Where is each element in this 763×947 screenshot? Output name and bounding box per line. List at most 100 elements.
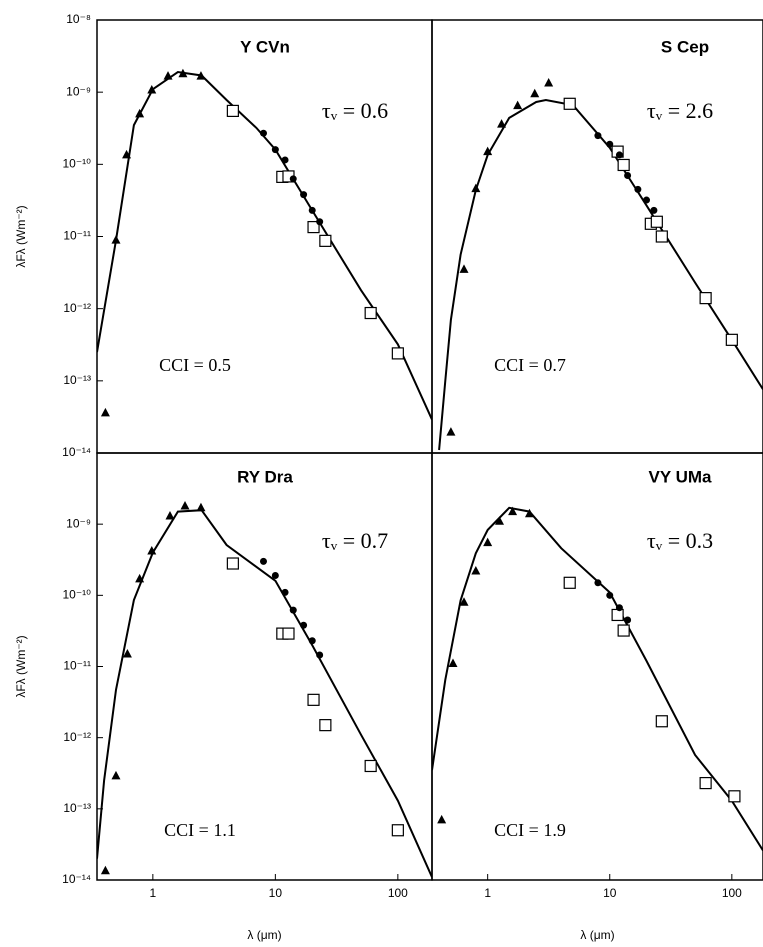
photometry-point: [494, 516, 504, 525]
iras-point: [699, 776, 712, 790]
panel: S Cep τᵥ = 2.6 CCI = 0.7: [431, 19, 763, 454]
photometry-point: [508, 506, 518, 516]
spectrum-point: [308, 637, 316, 645]
y-tick-label: 10⁻¹⁰: [63, 157, 92, 171]
photometry-point: [446, 427, 456, 436]
annotation: τᵥ = 0.7: [322, 528, 388, 553]
annotation: τᵥ = 0.3: [647, 528, 713, 553]
x-tick-label: 1: [150, 886, 157, 900]
x-tick-label: 100: [722, 886, 742, 900]
x-tick-label: 10: [603, 886, 617, 900]
panel-title: S Cep: [661, 37, 709, 56]
photometry-point: [196, 502, 206, 512]
spectrum-point: [615, 151, 623, 159]
photometry-point: [100, 407, 110, 417]
photometry-point: [135, 108, 145, 118]
panel-frame: [96, 19, 433, 454]
photometry-point: [180, 500, 190, 510]
spectrum-point: [271, 571, 279, 579]
photometry-point: [524, 508, 534, 518]
iras-point: [617, 158, 630, 172]
model-curve: [432, 506, 763, 852]
iras-point: [563, 97, 576, 110]
photometry-point: [178, 68, 188, 78]
photometry-point: [513, 100, 523, 110]
plot-area: [97, 509, 432, 878]
panel: 1 10 100 λ (μm) VY UMa τᵥ = 0.3 CCI = 1.9: [431, 452, 763, 942]
spectrum-point: [289, 606, 297, 614]
photometry-point: [111, 770, 121, 780]
spectrum-point: [308, 206, 316, 214]
panel-title: VY UMa: [649, 467, 713, 486]
annotation: τᵥ = 2.6: [647, 98, 713, 123]
panel-title: RY Dra: [237, 467, 293, 486]
iras-point: [655, 715, 668, 728]
y-tick-label: 10⁻¹⁴: [62, 445, 91, 459]
photometry-point: [165, 511, 175, 520]
photometry-point: [437, 814, 447, 824]
photometry-point: [497, 119, 507, 128]
spectrum-point: [281, 156, 289, 164]
annotation: τᵥ = 0.6: [322, 98, 388, 123]
x-tick-label: 10: [269, 886, 283, 900]
spectrum-point: [300, 191, 308, 199]
panel-frame: [431, 452, 763, 881]
photometry-point: [196, 71, 206, 80]
y-axis-label: λFλ (Wm⁻²): [14, 635, 28, 697]
spectrum-point: [300, 621, 308, 629]
photometry-point: [100, 865, 110, 875]
annotation: CCI = 0.5: [159, 355, 231, 375]
spectrum-point: [316, 651, 324, 659]
iras-point: [226, 557, 239, 570]
spectrum-point: [624, 172, 632, 180]
spectrum-point: [643, 196, 651, 204]
photometry-point: [111, 235, 121, 244]
photometry-point: [483, 537, 493, 547]
iras-point: [319, 234, 332, 247]
iras-point: [226, 104, 239, 118]
photometry-point: [459, 264, 469, 273]
y-tick-label: 10⁻⁸: [66, 12, 91, 26]
photometry-point: [483, 146, 493, 156]
photometry-point: [163, 71, 173, 80]
iras-point: [282, 627, 295, 640]
model-curve: [438, 98, 763, 451]
iras-point: [307, 693, 320, 706]
model-curve: [97, 70, 432, 421]
plot-area: [97, 70, 432, 421]
y-tick-label: 10⁻¹⁴: [62, 872, 91, 886]
y-tick-label: 10⁻¹²: [63, 301, 91, 315]
panel: 10⁻⁸ 10⁻⁹ 10⁻¹⁰ 10⁻¹¹ 10⁻¹² 10⁻¹³ 10⁻¹⁴ λFλ (Wm…: [14, 12, 433, 459]
panel-title: Y CVn: [240, 37, 290, 56]
iras-point: [655, 230, 668, 243]
y-tick-label: 10⁻¹¹: [63, 229, 91, 243]
spectrum-point: [259, 557, 267, 565]
y-axis-label: λFλ (Wm⁻²): [14, 205, 28, 267]
photometry-point: [122, 149, 132, 159]
spectrum-point: [289, 175, 297, 183]
plot-area: [438, 98, 763, 451]
y-tick-label: 10⁻¹⁰: [63, 588, 92, 602]
iras-point: [617, 624, 630, 637]
spectrum-point: [624, 616, 632, 624]
plot-area: [432, 506, 763, 852]
y-tick-label: 10⁻¹³: [63, 801, 91, 815]
iras-point: [725, 333, 738, 346]
iras-point: [563, 576, 576, 589]
photometry-point: [147, 85, 157, 94]
x-tick-label: 100: [388, 886, 408, 900]
spectrum-point: [259, 129, 267, 137]
iras-point: [650, 215, 663, 228]
photometry-point: [448, 658, 458, 668]
photometry-point: [122, 648, 132, 658]
spectrum-point: [650, 206, 658, 214]
photometry-point: [147, 545, 157, 555]
x-axis-label: λ (μm): [247, 928, 281, 942]
iras-point: [391, 824, 404, 837]
spectrum-point: [271, 146, 279, 154]
iras-point: [307, 220, 320, 234]
iras-point: [611, 608, 624, 622]
photometry-point: [459, 597, 469, 606]
spectrum-point: [634, 185, 642, 193]
